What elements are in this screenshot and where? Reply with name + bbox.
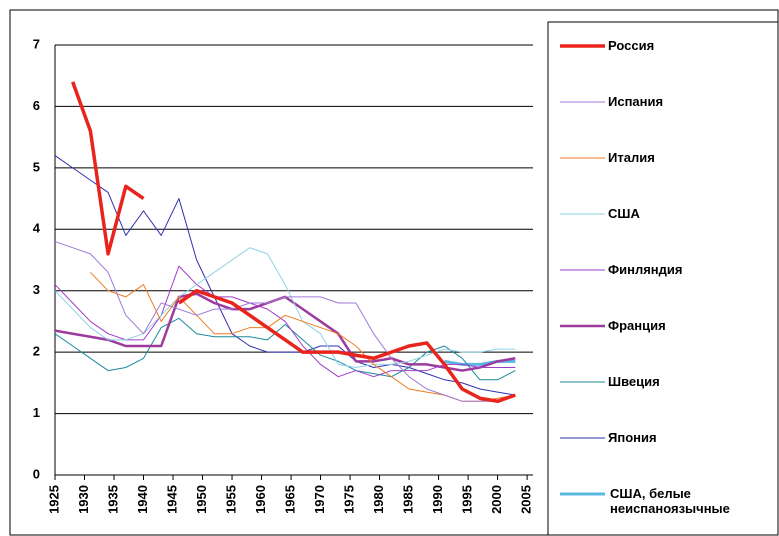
- legend-label: Россия: [608, 38, 655, 53]
- y-tick-label: 3: [33, 282, 40, 297]
- legend-label: Япония: [608, 430, 657, 445]
- y-tick-label: 0: [33, 466, 40, 481]
- y-tick-label: 7: [33, 36, 40, 51]
- x-tick-label: 1935: [105, 485, 120, 514]
- series-line: [54, 265, 516, 378]
- x-tick-label: 2000: [489, 485, 504, 514]
- legend-label: Испания: [608, 94, 664, 109]
- legend-label: Финляндия: [608, 262, 683, 277]
- x-tick-label: 1945: [164, 485, 179, 514]
- legend-box: [547, 21, 779, 536]
- series-line: [71, 81, 516, 404]
- series-line: [54, 317, 516, 381]
- legend-label: Италия: [608, 150, 655, 165]
- x-tick-label: 1955: [223, 485, 238, 514]
- legend-label: Франция: [608, 318, 666, 333]
- x-tick-label: 1975: [341, 485, 356, 514]
- x-tick-label: 1995: [460, 485, 475, 514]
- y-tick-label: 2: [33, 344, 40, 359]
- series-line: [54, 241, 516, 402]
- legend-label: США, белые неиспаноязычные: [610, 486, 730, 516]
- series-line: [54, 155, 516, 396]
- y-tick-label: 4: [33, 221, 41, 236]
- x-tick-label: 1990: [430, 485, 445, 514]
- x-tick-label: 1965: [282, 485, 297, 514]
- series-line: [54, 247, 516, 368]
- x-tick-label: 1970: [312, 485, 327, 514]
- x-tick-label: 1960: [253, 485, 268, 514]
- series-line: [54, 292, 516, 372]
- x-tick-label: 1940: [135, 485, 150, 514]
- legend-label: США: [608, 206, 640, 221]
- x-tick-label: 1950: [194, 485, 209, 514]
- series-line: [90, 271, 516, 402]
- x-tick-label: 1980: [371, 485, 386, 514]
- x-tick-label: 1985: [401, 485, 416, 514]
- x-tick-label: 1930: [76, 485, 91, 514]
- y-tick-label: 6: [33, 98, 40, 113]
- y-tick-label: 5: [33, 159, 40, 174]
- legend-label: Швеция: [608, 374, 660, 389]
- x-tick-label: 1925: [46, 485, 61, 514]
- x-tick-label: 2005: [519, 485, 534, 514]
- y-tick-label: 1: [33, 405, 40, 420]
